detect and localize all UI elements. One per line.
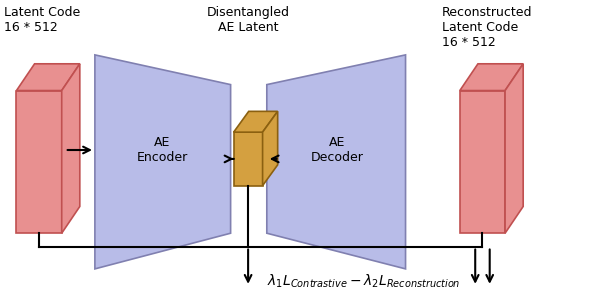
Polygon shape [16,64,80,91]
Polygon shape [460,64,523,91]
Polygon shape [262,111,278,186]
Polygon shape [234,132,262,186]
Polygon shape [505,64,523,233]
Text: $\lambda_1 L_{Contrastive} - \lambda_2 L_{Reconstruction}$: $\lambda_1 L_{Contrastive} - \lambda_2 L… [267,273,460,290]
Text: AE
Decoder: AE Decoder [311,136,364,164]
Text: Reconstructed
Latent Code
16 * 512: Reconstructed Latent Code 16 * 512 [442,6,532,49]
Polygon shape [95,55,231,269]
Polygon shape [62,64,80,233]
Text: Disentangled
AE Latent: Disentangled AE Latent [207,6,290,34]
Polygon shape [460,91,505,233]
Text: Latent Code
16 * 512: Latent Code 16 * 512 [4,6,80,34]
Polygon shape [234,111,278,132]
Polygon shape [267,55,405,269]
Polygon shape [16,91,62,233]
Text: AE
Encoder: AE Encoder [137,136,188,164]
